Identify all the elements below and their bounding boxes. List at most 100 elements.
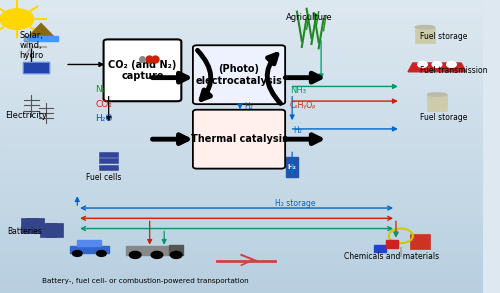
Bar [0,287,483,293]
Bar [0,94,483,100]
Bar [126,246,169,255]
Bar [0,170,483,176]
Text: Electricity: Electricity [6,111,48,120]
Bar [26,218,38,233]
Bar [0,129,483,135]
Bar [99,158,118,163]
Bar [0,59,483,64]
Bar [0,88,483,94]
Bar [20,218,32,233]
Bar [70,246,108,253]
Bar [0,64,483,70]
Bar [0,29,483,35]
Text: (Photo)
electrocatalysis: (Photo) electrocatalysis [196,64,282,86]
Bar [428,94,446,110]
Bar [78,240,102,246]
Text: Fuel cells: Fuel cells [86,173,122,182]
FancyBboxPatch shape [104,40,182,101]
Bar [169,245,184,255]
Bar [0,111,483,117]
Bar [32,218,44,233]
Ellipse shape [416,25,434,29]
Text: H₂: H₂ [244,102,252,110]
Circle shape [130,251,141,258]
Bar [0,264,483,270]
Text: H₂: H₂ [294,126,302,135]
Bar [0,0,483,6]
Bar [0,193,483,199]
Bar [0,146,483,152]
Bar [23,62,50,73]
Bar [0,6,483,12]
Bar [0,76,483,82]
Text: CₓHᵧOᵨ: CₓHᵧOᵨ [290,101,316,110]
Text: Agriculture: Agriculture [286,13,333,22]
Bar [0,53,483,59]
Text: H₂ storage: H₂ storage [275,199,316,208]
Bar [24,36,58,41]
Bar [0,176,483,182]
Text: Fuel transmission: Fuel transmission [420,66,488,75]
Bar [0,205,483,211]
Bar [0,141,483,146]
Text: Battery-, fuel cell- or combustion-powered transportation: Battery-, fuel cell- or combustion-power… [42,278,248,284]
Circle shape [446,62,456,67]
Circle shape [0,9,34,29]
Bar [0,217,483,223]
Bar [0,211,483,217]
Bar [0,240,483,246]
Bar [0,117,483,123]
Bar [0,82,483,88]
Bar [0,70,483,76]
Polygon shape [24,23,58,41]
Text: CO₂ (and N₂)
capture: CO₂ (and N₂) capture [108,59,176,81]
Bar [99,165,118,170]
Bar [0,258,483,264]
Bar [0,234,483,240]
Bar [0,105,483,111]
Bar [23,62,50,73]
Bar [416,27,434,43]
Bar [0,188,483,193]
Bar [0,18,483,23]
Text: Fuel storage: Fuel storage [420,32,468,41]
Bar [0,246,483,252]
Text: Batteries: Batteries [8,227,42,236]
Bar [0,252,483,258]
Bar [374,245,386,252]
Text: Fuel storage: Fuel storage [420,113,468,122]
Bar [46,223,58,237]
Bar [0,123,483,129]
Circle shape [170,251,182,258]
Text: N₂: N₂ [96,85,106,94]
Text: H₂O: H₂O [96,114,113,123]
Bar [0,164,483,170]
Circle shape [151,251,162,258]
Bar [410,234,430,249]
Text: NH₃: NH₃ [290,86,306,95]
Bar [0,100,483,105]
Bar [52,223,64,237]
FancyBboxPatch shape [193,110,285,169]
Bar [386,240,398,248]
Bar [0,182,483,188]
Circle shape [96,251,106,256]
Bar [99,152,118,157]
Text: H₂: H₂ [288,164,296,170]
Bar [0,275,483,281]
Polygon shape [408,63,466,72]
Bar [0,135,483,141]
Bar [0,281,483,287]
Bar [0,41,483,47]
Circle shape [72,251,82,256]
Bar [0,229,483,234]
Circle shape [418,62,428,67]
Bar [0,270,483,275]
Circle shape [432,62,442,67]
Ellipse shape [428,93,446,96]
Text: Thermal catalysis: Thermal catalysis [190,134,288,144]
Text: CO₂: CO₂ [96,100,112,108]
Bar [0,158,483,164]
Bar [40,223,52,237]
Bar [0,199,483,205]
